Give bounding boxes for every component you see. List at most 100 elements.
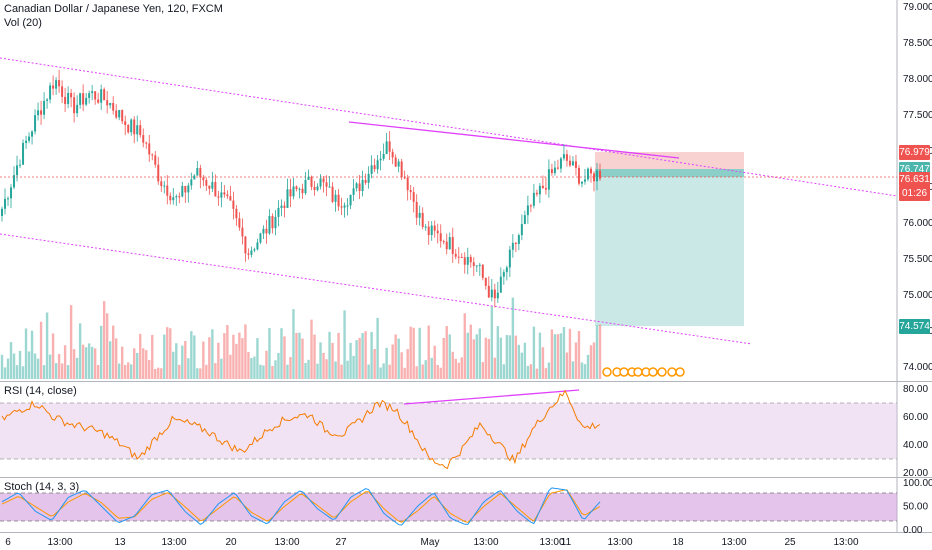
volume-bar [511,297,515,379]
economic-event-icon[interactable] [633,367,643,377]
volume-bar [382,363,385,379]
candle-body [214,182,217,197]
candle-body [418,212,421,218]
volume-bar [205,364,208,379]
volume-bar [96,365,100,379]
volume-bar [556,334,560,379]
candle-body [325,182,328,187]
candle-body [574,161,577,168]
stoch-legend[interactable]: Stoch (14, 3, 3) [4,481,80,493]
volume-bar [583,364,587,379]
rsi-divergence-line[interactable] [403,389,580,405]
resistance-trendline[interactable] [348,121,680,159]
candle-body [283,205,286,208]
candle-body [439,233,442,242]
volume-bar [163,334,166,379]
candlestick-series [1,69,601,308]
candle-body [154,155,157,165]
volume-bar [481,362,485,379]
volume-bar [439,367,442,379]
volume-bar [108,341,112,379]
volume-bar [535,368,539,379]
candle-body [193,175,196,180]
candle-body [523,215,526,225]
volume-bar [478,328,481,379]
volume-bar [190,331,193,379]
candle-body [94,91,97,100]
volume-bar [424,360,427,379]
volume-bar [247,351,250,379]
volume-bar [226,324,229,379]
economic-event-icon[interactable] [675,367,685,377]
candle-body [475,265,478,267]
candle-body [313,186,316,191]
channel-bottom-line[interactable] [0,233,753,345]
candle-body [310,176,313,187]
candle-body [562,154,565,159]
volume-bar [256,338,259,379]
candle-body [427,226,430,236]
candle-body [499,276,502,293]
candle-body [205,180,208,186]
symbol-title[interactable]: Canadian Dollar / Japanese Yen, 120, FXC… [4,3,223,15]
candle-body [208,185,211,189]
volume-bar [175,343,178,379]
candle-body [589,168,592,174]
volume-bar [307,359,310,379]
volume-bar [559,333,563,379]
volume-bar [487,338,491,379]
candle-body [130,119,133,133]
volume-bar [169,328,172,379]
volume-bar [259,364,262,379]
candle-body [76,104,79,114]
economic-event-icon[interactable] [648,367,658,377]
volume-bar [238,332,241,379]
channel-top-line[interactable] [0,57,898,197]
candle-body [583,179,586,182]
volume-bar [154,368,157,379]
volume-bar [87,343,91,379]
volume-bar [340,364,343,379]
candle-body [277,207,280,217]
volume-bar [229,354,232,379]
volume-bar [388,364,391,379]
candle-body [265,228,268,234]
event-markers[interactable] [602,367,685,377]
candle-body [202,177,205,181]
candle-body [391,151,394,158]
volume-bar [235,343,238,379]
volume-bar [349,342,352,379]
economic-event-icon[interactable] [657,367,667,377]
volume-bar [148,359,151,379]
volume-bar [81,344,85,379]
take-profit-zone[interactable] [595,169,744,326]
rsi-tick-label: 20.00 [903,468,928,479]
candle-body [412,192,415,202]
volume-legend[interactable]: Vol (20) [4,17,42,29]
candle-body [322,178,325,183]
rsi-legend[interactable]: RSI (14, close) [4,385,77,397]
candle-body [124,121,127,125]
stoch-tick-label: 100.00 [903,478,932,489]
candle-body [175,196,178,198]
economic-event-icon[interactable] [602,367,612,377]
stoch-d-line [1,489,601,523]
candle-body [559,158,562,169]
volume-bar [346,360,349,379]
candle-body [331,186,334,202]
volume-bar [547,362,551,379]
candle-body [301,188,304,194]
volume-bar [111,325,115,379]
economic-event-icon[interactable] [619,367,629,377]
volume-bar [72,349,76,379]
candle-body [328,186,331,188]
candle-body [142,135,145,143]
volume-bar [577,331,581,379]
economic-event-icon[interactable] [667,367,677,377]
candle-body [358,183,361,192]
candle-body [112,103,115,111]
volume-bar [250,358,253,379]
candle-body [592,173,595,182]
candle-body [457,256,460,258]
